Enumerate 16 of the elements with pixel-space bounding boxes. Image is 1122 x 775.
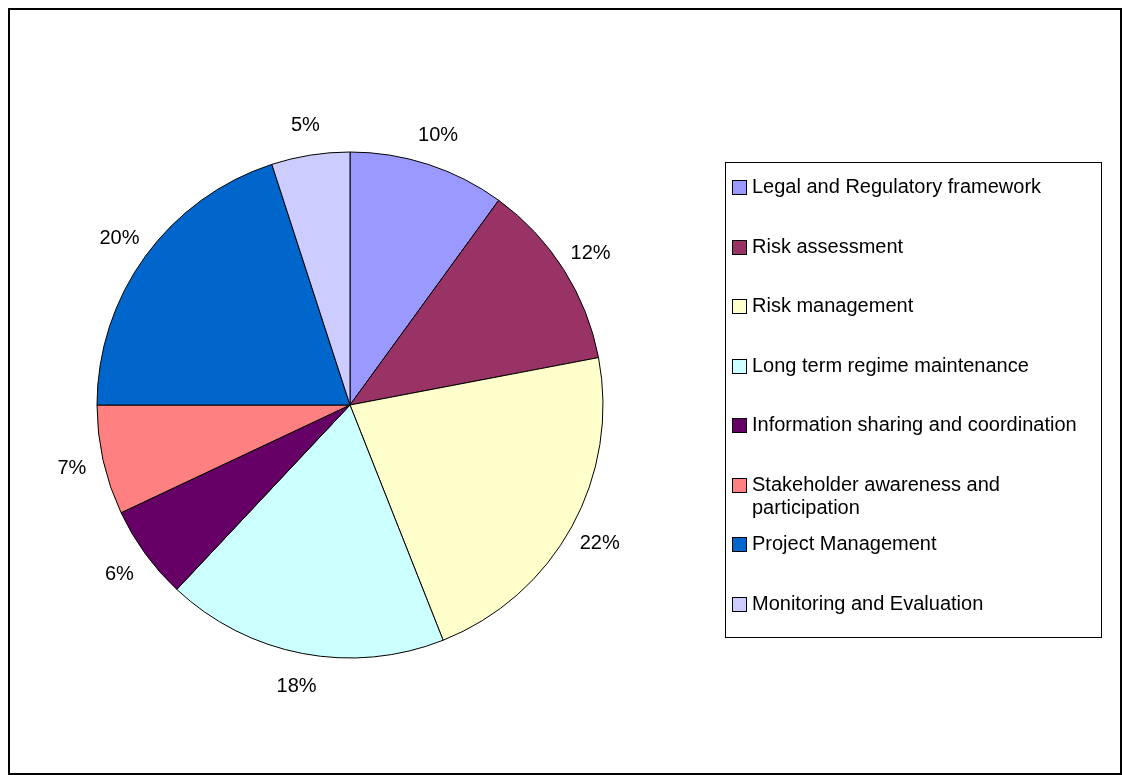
data-label: 5%: [290, 112, 321, 135]
data-label: 7%: [57, 456, 87, 479]
data-label: 18%: [276, 673, 317, 696]
legend-label: Information sharing and coordination: [752, 413, 1077, 436]
data-label: 10%: [418, 122, 459, 145]
data-label: 20%: [99, 226, 140, 249]
legend-label: Risk management: [752, 294, 914, 317]
data-label: 6%: [104, 561, 135, 584]
legend-label: Legal and Regulatory framework: [752, 175, 1042, 198]
legend-label: Project Management: [752, 532, 937, 555]
data-label: 22%: [579, 531, 620, 554]
legend-label: Stakeholder awareness and participation: [752, 472, 1001, 519]
data-label: 12%: [570, 241, 611, 264]
legend-label: Long term regime maintenance: [752, 353, 1029, 377]
legend-label: Monitoring and Evaluation: [752, 591, 984, 615]
legend-label: Risk assessment: [752, 234, 904, 258]
